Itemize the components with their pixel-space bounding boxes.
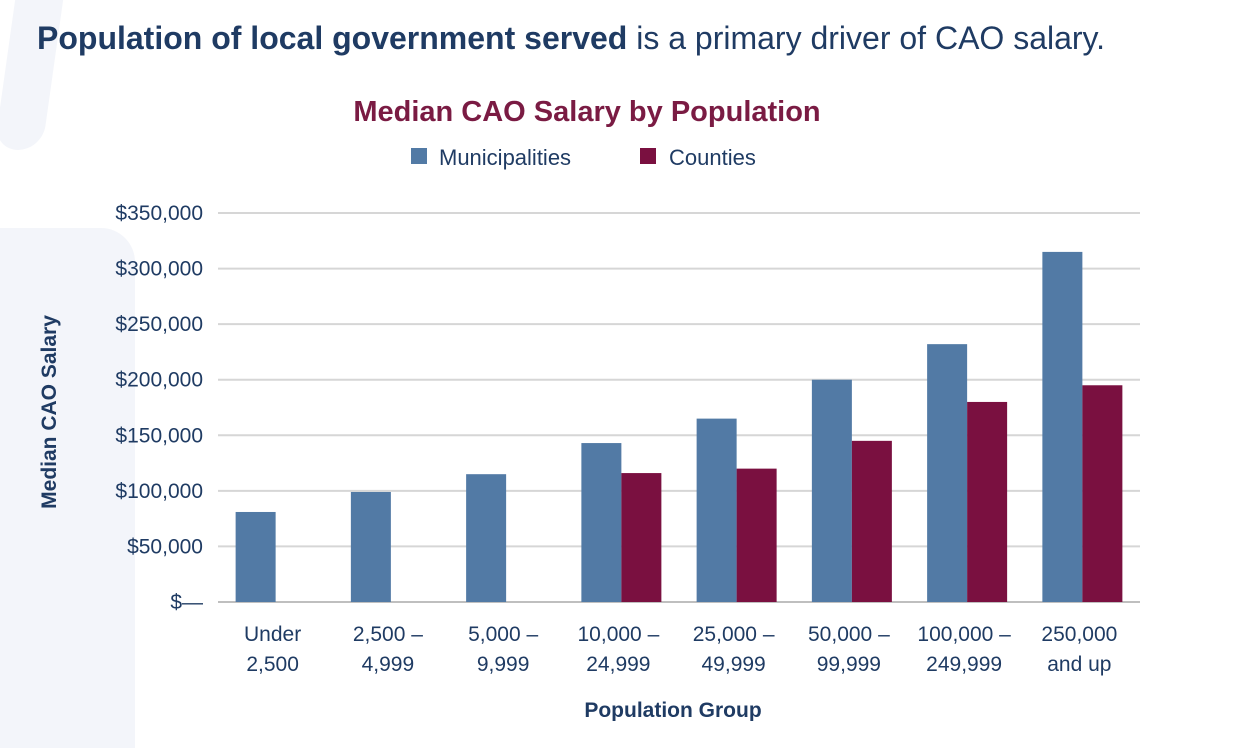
y-tick-label: $— (170, 591, 203, 614)
x-tick-label: 99,999 (817, 653, 881, 676)
x-tick-label: 9,999 (477, 653, 530, 676)
y-tick-label: $300,000 (115, 258, 203, 281)
y-tick-label: $100,000 (115, 480, 203, 503)
x-tick-label: 2,500 – (353, 623, 423, 646)
x-tick-label: 2,500 (246, 653, 299, 676)
y-axis-ticks: $— $50,000 $100,000 $150,000 $200,000 $250,00… (115, 202, 203, 614)
x-axis-ticks: Under 2,500 2,500 – 4,999 5,000 – 9,999 10,000… (244, 623, 1117, 676)
headline-bold: Population of local government served (37, 20, 628, 56)
bar-counties (1082, 385, 1123, 602)
bar-municipalities (811, 379, 852, 602)
x-tick-label: 100,000 – (917, 623, 1011, 646)
y-tick-label: $150,000 (115, 424, 203, 447)
bar-counties (736, 468, 777, 602)
x-tick-label: 249,999 (926, 653, 1002, 676)
y-tick-label: $350,000 (115, 202, 203, 225)
y-tick-label: $50,000 (127, 535, 203, 558)
x-tick-label: 25,000 – (693, 623, 775, 646)
y-axis-title: Median CAO Salary (38, 315, 61, 509)
bar-municipalities (235, 511, 276, 602)
x-axis-title: Population Group (584, 699, 761, 721)
legend: Municipalities Counties (411, 145, 756, 170)
bar-counties (621, 473, 662, 602)
bars (235, 251, 1123, 602)
x-tick-label: 50,000 – (808, 623, 890, 646)
x-tick-label: 49,999 (702, 653, 766, 676)
bar-municipalities (350, 491, 391, 602)
x-tick-label: 24,999 (586, 653, 650, 676)
bar-municipalities (696, 418, 737, 602)
legend-swatch-counties (640, 148, 656, 164)
bar-municipalities (466, 474, 507, 602)
x-tick-label: and up (1047, 653, 1111, 676)
x-tick-label: Under (244, 623, 301, 646)
y-tick-label: $200,000 (115, 369, 203, 392)
x-tick-label: 250,000 (1041, 623, 1117, 646)
bar-municipalities (581, 443, 622, 602)
headline-rest: is a primary driver of CAO salary. (627, 20, 1106, 56)
bar-municipalities (927, 344, 968, 602)
bar-counties (851, 440, 892, 602)
y-tick-label: $250,000 (115, 313, 203, 336)
page-headline: Population of local government served is… (37, 20, 1105, 57)
background-decoration-side (0, 228, 135, 748)
x-tick-label: 5,000 – (468, 623, 538, 646)
x-tick-label: 10,000 – (578, 623, 660, 646)
legend-label-municipalities: Municipalities (439, 145, 571, 170)
legend-swatch-municipalities (411, 148, 427, 164)
legend-label-counties: Counties (669, 145, 756, 170)
bar-counties (967, 401, 1008, 602)
bar-municipalities (1042, 251, 1083, 602)
salary-bar-chart: Median CAO Salary by Population Municipa… (38, 96, 1140, 721)
chart-title: Median CAO Salary by Population (353, 96, 820, 128)
x-tick-label: 4,999 (362, 653, 415, 676)
